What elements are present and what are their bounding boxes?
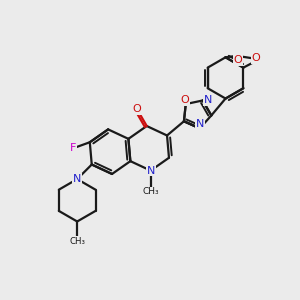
Text: N: N <box>146 166 155 176</box>
Text: N: N <box>204 95 212 106</box>
Text: N: N <box>73 174 81 184</box>
Text: O: O <box>180 95 189 105</box>
Text: N: N <box>196 119 204 129</box>
Text: O: O <box>234 55 243 65</box>
Text: O: O <box>133 104 142 114</box>
Text: F: F <box>70 143 76 153</box>
Text: CH₃: CH₃ <box>142 187 159 196</box>
Text: CH₃: CH₃ <box>69 237 85 246</box>
Text: O: O <box>252 52 260 63</box>
